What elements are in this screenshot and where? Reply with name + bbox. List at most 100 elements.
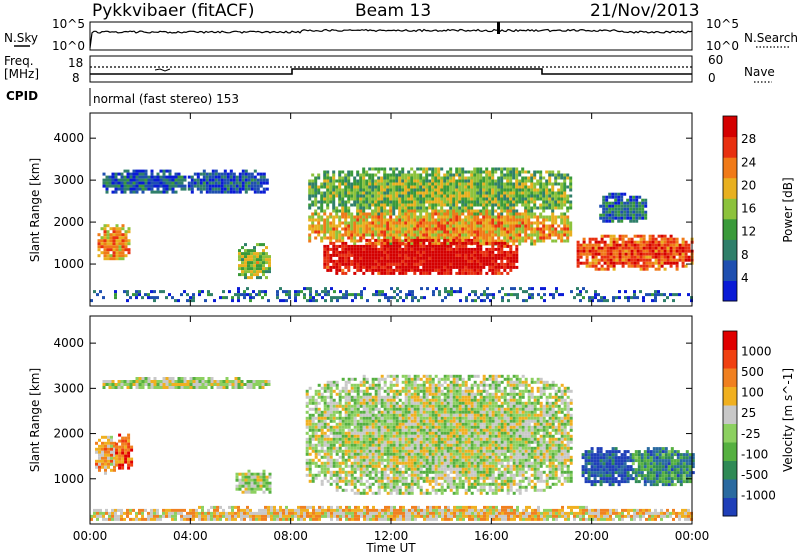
heatmap-cell (362, 401, 366, 405)
heatmap-cell (548, 170, 552, 174)
heatmap-cell (335, 185, 339, 189)
heatmap-cell (434, 224, 438, 228)
heatmap-cell (371, 271, 375, 275)
heatmap-cell (256, 478, 260, 482)
heatmap-cell (398, 212, 402, 216)
heatmap-cell (464, 262, 468, 266)
heatmap-cell (606, 246, 610, 250)
heatmap-cell (359, 247, 363, 251)
heatmap-cell (440, 262, 444, 266)
heatmap-cell (624, 255, 628, 259)
heatmap-cell (285, 290, 288, 294)
heatmap-cell (687, 243, 691, 247)
heatmap-cell (413, 191, 417, 195)
heatmap-cell (311, 461, 315, 465)
heatmap-cell (398, 221, 402, 225)
heatmap-cell (609, 258, 613, 262)
heatmap-cell (600, 252, 604, 256)
heatmap-cell (503, 194, 507, 198)
colorbar-swatch (723, 157, 737, 179)
heatmap-cell (108, 380, 112, 383)
heatmap-cell (437, 197, 441, 201)
heatmap-cell (308, 197, 312, 201)
heatmap-cell (365, 224, 369, 228)
heatmap-cell (509, 182, 513, 186)
heatmap-cell (458, 265, 462, 269)
heatmap-cell (223, 187, 227, 191)
heatmap-cell (651, 255, 655, 259)
heatmap-cell (461, 203, 465, 207)
heatmap-cell (177, 299, 180, 303)
heatmap-cell (353, 431, 357, 435)
heatmap-cell (338, 464, 342, 468)
heatmap-cell (497, 206, 501, 210)
heatmap-cell (362, 197, 366, 201)
heatmap-cell (648, 240, 652, 244)
heatmap-cell (329, 449, 333, 453)
heatmap-cell (326, 215, 330, 219)
heatmap-cell (95, 447, 98, 451)
heatmap-cell (536, 206, 540, 210)
heatmap-cell (503, 262, 507, 266)
heatmap-cell (362, 224, 366, 228)
heatmap-cell (312, 299, 315, 303)
heatmap-cell (380, 271, 384, 275)
heatmap-cell (606, 299, 609, 303)
heatmap-cell (320, 482, 324, 486)
heatmap-cell (497, 262, 501, 266)
heatmap-cell (202, 175, 206, 179)
heatmap-cell (262, 258, 265, 262)
cpid-mode-text: normal (fast stereo) 153 (93, 92, 239, 106)
heatmap-cell (452, 227, 456, 231)
heatmap-cell (305, 440, 309, 444)
heatmap-cell (644, 204, 648, 208)
heatmap-cell (675, 267, 679, 271)
heatmap-cell (398, 233, 402, 237)
heatmap-cell (377, 242, 381, 246)
heatmap-cell (470, 224, 474, 228)
heatmap-cell (305, 395, 309, 399)
heatmap-cell (524, 221, 528, 225)
heatmap-cell (207, 290, 210, 294)
heatmap-cell (636, 240, 640, 244)
heatmap-cell (308, 386, 312, 390)
heatmap-cell (672, 240, 676, 244)
heatmap-cell (597, 261, 601, 265)
heatmap-cell (126, 178, 130, 182)
heatmap-cell (371, 191, 375, 195)
heatmap-cell (657, 240, 661, 244)
heatmap-cell (237, 380, 241, 383)
heatmap-cell (258, 293, 261, 297)
heatmap-cell (428, 182, 432, 186)
heatmap-cell (253, 273, 256, 277)
heatmap-cell (641, 216, 645, 220)
heatmap-cell (398, 238, 402, 242)
heatmap-cell (419, 262, 423, 266)
heatmap-cell (645, 261, 649, 265)
heatmap-cell (362, 173, 366, 177)
heatmap-cell (365, 268, 369, 272)
heatmap-cell (168, 380, 172, 383)
heatmap-cell (638, 204, 642, 208)
heatmap-cell (344, 233, 348, 237)
heatmap-cell (256, 255, 259, 259)
heatmap-cell (117, 172, 121, 176)
heatmap-cell (350, 479, 354, 483)
heatmap-cell (317, 416, 321, 420)
heatmap-cell (368, 206, 372, 210)
heatmap-cell (350, 389, 354, 393)
heatmap-cell (265, 181, 269, 185)
heatmap-cell (244, 175, 248, 179)
heatmap-cell (317, 212, 321, 216)
heatmap-cell (548, 173, 552, 177)
heatmap-cell (551, 191, 555, 195)
heatmap-cell (229, 178, 233, 182)
heatmap-cell (350, 413, 354, 417)
heatmap-cell (356, 395, 360, 399)
heatmap-cell (347, 395, 351, 399)
heatmap-cell (353, 236, 357, 240)
heatmap-cell (386, 241, 390, 245)
heatmap-cell (309, 287, 312, 291)
heatmap-cell (368, 182, 372, 186)
heatmap-cell (440, 179, 444, 183)
